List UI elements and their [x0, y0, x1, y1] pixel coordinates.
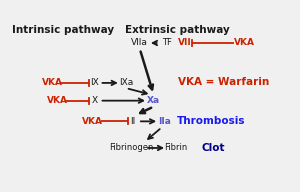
Text: VKA: VKA	[82, 117, 103, 126]
Text: VIIa: VIIa	[131, 39, 148, 47]
Text: Xa: Xa	[147, 96, 160, 105]
Text: Clot: Clot	[201, 143, 225, 153]
Text: Fibrin: Fibrin	[164, 143, 188, 152]
Text: Fibrinogen: Fibrinogen	[110, 143, 154, 152]
Text: Extrinsic pathway: Extrinsic pathway	[124, 25, 230, 35]
Text: IXa: IXa	[119, 78, 133, 87]
Text: IX: IX	[90, 78, 99, 87]
Text: II: II	[130, 117, 136, 126]
Text: VKA: VKA	[42, 78, 63, 87]
Text: Intrinsic pathway: Intrinsic pathway	[12, 25, 114, 35]
Text: X: X	[92, 96, 98, 105]
Text: IIa: IIa	[158, 117, 171, 126]
Text: TF: TF	[162, 39, 172, 47]
Text: Thrombosis: Thrombosis	[176, 116, 245, 126]
Text: VII: VII	[178, 39, 192, 47]
Text: VKA: VKA	[234, 39, 255, 47]
Text: VKA = Warfarin: VKA = Warfarin	[178, 77, 269, 87]
Text: VKA: VKA	[47, 96, 68, 105]
